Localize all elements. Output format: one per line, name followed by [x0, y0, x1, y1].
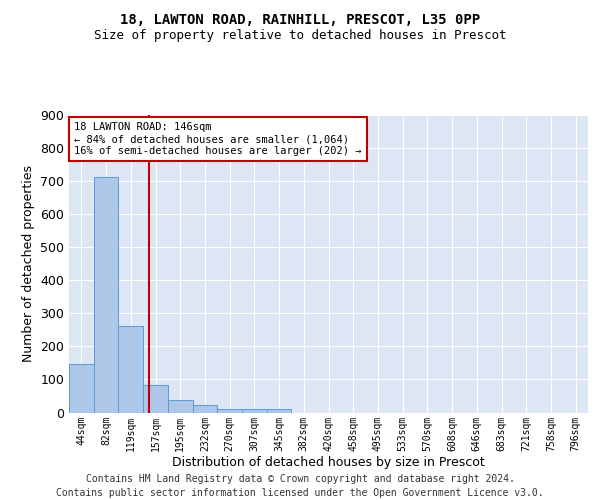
Text: 18 LAWTON ROAD: 146sqm
← 84% of detached houses are smaller (1,064)
16% of semi-: 18 LAWTON ROAD: 146sqm ← 84% of detached… — [74, 122, 362, 156]
X-axis label: Distribution of detached houses by size in Prescot: Distribution of detached houses by size … — [172, 456, 485, 469]
Bar — [168, 400, 193, 412]
Text: Size of property relative to detached houses in Prescot: Size of property relative to detached ho… — [94, 30, 506, 43]
Bar — [242, 409, 267, 412]
Y-axis label: Number of detached properties: Number of detached properties — [22, 165, 35, 362]
Bar — [193, 405, 217, 412]
Bar — [143, 386, 168, 412]
Bar — [267, 409, 292, 412]
Bar — [217, 409, 242, 412]
Text: 18, LAWTON ROAD, RAINHILL, PRESCOT, L35 0PP: 18, LAWTON ROAD, RAINHILL, PRESCOT, L35 … — [120, 14, 480, 28]
Text: Contains HM Land Registry data © Crown copyright and database right 2024.
Contai: Contains HM Land Registry data © Crown c… — [56, 474, 544, 498]
Bar — [94, 178, 118, 412]
Bar — [118, 326, 143, 412]
Bar — [69, 364, 94, 412]
